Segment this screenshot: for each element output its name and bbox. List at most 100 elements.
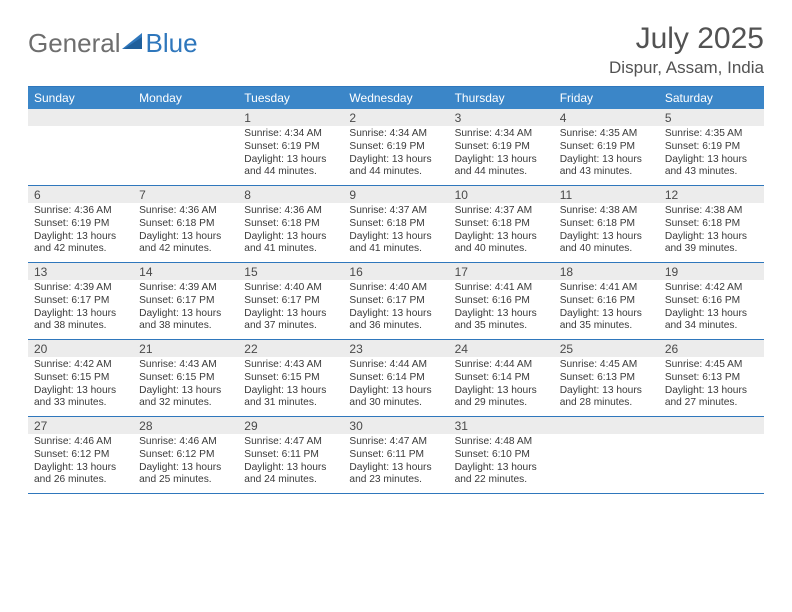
day-cell: 2Sunrise: 4:34 AMSunset: 6:19 PMDaylight… — [343, 109, 448, 185]
day-number: 2 — [343, 109, 448, 126]
daylight-line: Daylight: 13 hours and 38 minutes. — [139, 308, 232, 334]
sunset-line: Sunset: 6:19 PM — [244, 141, 337, 154]
daylight-line: Daylight: 13 hours and 23 minutes. — [349, 462, 442, 488]
day-of-week-header: Tuesday — [238, 87, 343, 109]
day-cell — [554, 417, 659, 493]
day-number: 20 — [28, 340, 133, 357]
day-number: 17 — [449, 263, 554, 280]
daylight-line: Daylight: 13 hours and 27 minutes. — [665, 385, 758, 411]
daylight-line: Daylight: 13 hours and 29 minutes. — [455, 385, 548, 411]
daylight-line: Daylight: 13 hours and 41 minutes. — [349, 231, 442, 257]
day-cell: 25Sunrise: 4:45 AMSunset: 6:13 PMDayligh… — [554, 340, 659, 416]
sunrise-line: Sunrise: 4:43 AM — [139, 359, 232, 372]
day-body: Sunrise: 4:36 AMSunset: 6:18 PMDaylight:… — [238, 203, 343, 262]
sunset-line: Sunset: 6:18 PM — [560, 218, 653, 231]
brand-logo: General Blue — [28, 28, 198, 59]
location-text: Dispur, Assam, India — [609, 58, 764, 78]
day-body: Sunrise: 4:40 AMSunset: 6:17 PMDaylight:… — [343, 280, 448, 339]
day-of-week-header: Wednesday — [343, 87, 448, 109]
sunset-line: Sunset: 6:16 PM — [560, 295, 653, 308]
sunset-line: Sunset: 6:18 PM — [349, 218, 442, 231]
daylight-line: Daylight: 13 hours and 24 minutes. — [244, 462, 337, 488]
day-body: Sunrise: 4:38 AMSunset: 6:18 PMDaylight:… — [554, 203, 659, 262]
sunrise-line: Sunrise: 4:45 AM — [665, 359, 758, 372]
day-body: Sunrise: 4:35 AMSunset: 6:19 PMDaylight:… — [659, 126, 764, 185]
day-body: Sunrise: 4:37 AMSunset: 6:18 PMDaylight:… — [449, 203, 554, 262]
sunset-line: Sunset: 6:17 PM — [34, 295, 127, 308]
sunrise-line: Sunrise: 4:43 AM — [244, 359, 337, 372]
day-cell: 24Sunrise: 4:44 AMSunset: 6:14 PMDayligh… — [449, 340, 554, 416]
day-cell: 7Sunrise: 4:36 AMSunset: 6:18 PMDaylight… — [133, 186, 238, 262]
day-cell: 19Sunrise: 4:42 AMSunset: 6:16 PMDayligh… — [659, 263, 764, 339]
sunset-line: Sunset: 6:17 PM — [139, 295, 232, 308]
day-body — [133, 126, 238, 184]
day-cell: 23Sunrise: 4:44 AMSunset: 6:14 PMDayligh… — [343, 340, 448, 416]
daylight-line: Daylight: 13 hours and 39 minutes. — [665, 231, 758, 257]
day-of-week-header: Friday — [554, 87, 659, 109]
day-body: Sunrise: 4:47 AMSunset: 6:11 PMDaylight:… — [343, 434, 448, 493]
daylight-line: Daylight: 13 hours and 43 minutes. — [665, 154, 758, 180]
day-number — [28, 109, 133, 126]
day-number: 11 — [554, 186, 659, 203]
daylight-line: Daylight: 13 hours and 42 minutes. — [139, 231, 232, 257]
sunset-line: Sunset: 6:15 PM — [34, 372, 127, 385]
day-body — [659, 434, 764, 492]
sunrise-line: Sunrise: 4:35 AM — [560, 128, 653, 141]
calendar-page: General Blue July 2025 Dispur, Assam, In… — [0, 0, 792, 494]
day-number: 25 — [554, 340, 659, 357]
day-body: Sunrise: 4:36 AMSunset: 6:18 PMDaylight:… — [133, 203, 238, 262]
daylight-line: Daylight: 13 hours and 41 minutes. — [244, 231, 337, 257]
sunrise-line: Sunrise: 4:44 AM — [349, 359, 442, 372]
day-number: 26 — [659, 340, 764, 357]
day-number: 14 — [133, 263, 238, 280]
week-row: 6Sunrise: 4:36 AMSunset: 6:19 PMDaylight… — [28, 186, 764, 263]
day-cell: 10Sunrise: 4:37 AMSunset: 6:18 PMDayligh… — [449, 186, 554, 262]
day-number: 15 — [238, 263, 343, 280]
day-body — [554, 434, 659, 492]
day-body: Sunrise: 4:39 AMSunset: 6:17 PMDaylight:… — [28, 280, 133, 339]
daylight-line: Daylight: 13 hours and 28 minutes. — [560, 385, 653, 411]
day-body — [28, 126, 133, 184]
day-cell: 1Sunrise: 4:34 AMSunset: 6:19 PMDaylight… — [238, 109, 343, 185]
sunset-line: Sunset: 6:11 PM — [349, 449, 442, 462]
sunrise-line: Sunrise: 4:38 AM — [665, 205, 758, 218]
day-number — [554, 417, 659, 434]
daylight-line: Daylight: 13 hours and 31 minutes. — [244, 385, 337, 411]
day-number: 13 — [28, 263, 133, 280]
sunrise-line: Sunrise: 4:37 AM — [349, 205, 442, 218]
day-body: Sunrise: 4:42 AMSunset: 6:16 PMDaylight:… — [659, 280, 764, 339]
sunset-line: Sunset: 6:19 PM — [665, 141, 758, 154]
day-number: 19 — [659, 263, 764, 280]
daylight-line: Daylight: 13 hours and 40 minutes. — [455, 231, 548, 257]
sunrise-line: Sunrise: 4:41 AM — [455, 282, 548, 295]
day-body: Sunrise: 4:44 AMSunset: 6:14 PMDaylight:… — [343, 357, 448, 416]
day-number: 8 — [238, 186, 343, 203]
day-body: Sunrise: 4:44 AMSunset: 6:14 PMDaylight:… — [449, 357, 554, 416]
day-body: Sunrise: 4:39 AMSunset: 6:17 PMDaylight:… — [133, 280, 238, 339]
day-cell: 8Sunrise: 4:36 AMSunset: 6:18 PMDaylight… — [238, 186, 343, 262]
daylight-line: Daylight: 13 hours and 32 minutes. — [139, 385, 232, 411]
day-body: Sunrise: 4:47 AMSunset: 6:11 PMDaylight:… — [238, 434, 343, 493]
sunset-line: Sunset: 6:16 PM — [455, 295, 548, 308]
daylight-line: Daylight: 13 hours and 26 minutes. — [34, 462, 127, 488]
day-body: Sunrise: 4:34 AMSunset: 6:19 PMDaylight:… — [238, 126, 343, 185]
sunset-line: Sunset: 6:17 PM — [244, 295, 337, 308]
day-number: 10 — [449, 186, 554, 203]
week-row: 13Sunrise: 4:39 AMSunset: 6:17 PMDayligh… — [28, 263, 764, 340]
day-body: Sunrise: 4:36 AMSunset: 6:19 PMDaylight:… — [28, 203, 133, 262]
day-cell: 3Sunrise: 4:34 AMSunset: 6:19 PMDaylight… — [449, 109, 554, 185]
day-body: Sunrise: 4:45 AMSunset: 6:13 PMDaylight:… — [554, 357, 659, 416]
sunrise-line: Sunrise: 4:35 AM — [665, 128, 758, 141]
daylight-line: Daylight: 13 hours and 22 minutes. — [455, 462, 548, 488]
day-body: Sunrise: 4:42 AMSunset: 6:15 PMDaylight:… — [28, 357, 133, 416]
sunrise-line: Sunrise: 4:46 AM — [139, 436, 232, 449]
day-number: 9 — [343, 186, 448, 203]
sunset-line: Sunset: 6:13 PM — [665, 372, 758, 385]
day-number: 22 — [238, 340, 343, 357]
day-number: 5 — [659, 109, 764, 126]
day-cell — [659, 417, 764, 493]
daylight-line: Daylight: 13 hours and 44 minutes. — [244, 154, 337, 180]
day-body: Sunrise: 4:41 AMSunset: 6:16 PMDaylight:… — [449, 280, 554, 339]
day-cell: 11Sunrise: 4:38 AMSunset: 6:18 PMDayligh… — [554, 186, 659, 262]
sunset-line: Sunset: 6:16 PM — [665, 295, 758, 308]
